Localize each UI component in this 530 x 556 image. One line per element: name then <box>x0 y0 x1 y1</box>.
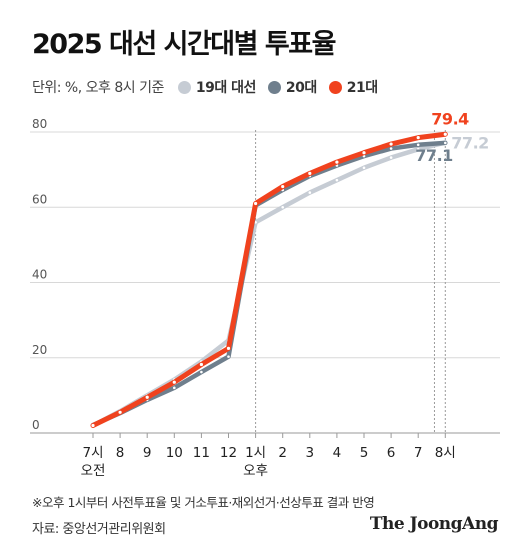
data-point-2-11 <box>389 142 393 146</box>
end-value-label-2: 77.1 <box>415 146 453 165</box>
data-point-0-7 <box>281 205 285 209</box>
data-point-1-13 <box>444 141 447 145</box>
y-tick-label-40: 40 <box>32 268 47 282</box>
x-tick-label-10: 5 <box>360 445 369 461</box>
x-tick-label-0: 7시 <box>82 445 103 461</box>
data-point-2-2 <box>145 395 149 399</box>
x-tick-label-12: 7 <box>414 445 423 461</box>
legend-label-21: 21대 <box>346 80 378 96</box>
data-point-1-3 <box>173 386 176 390</box>
data-point-2-10 <box>362 151 366 155</box>
data-point-2-4 <box>199 362 203 367</box>
data-point-0-8 <box>308 191 312 194</box>
x-tick-label-6: 1시 <box>245 445 266 461</box>
x-tick-label-7: 2 <box>278 445 287 461</box>
series-line-1 <box>90 140 448 428</box>
data-point-0-12 <box>416 148 420 151</box>
end-value-label-1: 77.2 <box>451 134 488 153</box>
x-tick-label-4: 11 <box>193 445 210 461</box>
y-tick-label-60: 60 <box>32 192 47 206</box>
legend-dot-19 <box>177 80 191 94</box>
data-point-2-5 <box>226 346 231 350</box>
legend-item-20: 20대 <box>267 77 317 97</box>
data-point-2-6 <box>254 201 258 206</box>
footnote: ※오후 1시부터 사전투표율 및 거소투표·재외선거·선상투표 결과 반영 <box>32 495 375 510</box>
data-point-2-12 <box>416 136 420 140</box>
x-tick-label-9: 4 <box>333 445 342 461</box>
data-point-2-1 <box>118 410 122 414</box>
legend-label-20: 20대 <box>285 80 317 96</box>
x-sublabel-6: 오후 <box>243 463 268 479</box>
x-tick-label-2: 9 <box>143 445 152 461</box>
legend-item-21: 21대 <box>328 77 378 97</box>
legend: 단위: %, 오후 8시 기준 19대 대선 20대 21대 <box>32 76 390 98</box>
data-point-0-11 <box>389 156 393 159</box>
legend-dot-20 <box>267 80 281 94</box>
x-tick-label-3: 10 <box>166 445 183 461</box>
x-sublabel-0: 오전 <box>81 463 106 479</box>
series-line-2 <box>90 131 448 428</box>
x-tick-label-1: 8 <box>116 445 125 461</box>
data-point-1-11 <box>389 147 393 150</box>
x-tick-label-13: 8시 <box>435 445 456 461</box>
data-point-2-0 <box>91 423 95 428</box>
series-line-0 <box>90 140 448 428</box>
legend-dot-21 <box>328 80 342 94</box>
legend-label-19: 19대 대선 <box>195 80 257 96</box>
unit-note: 단위: %, 오후 8시 기준 <box>32 80 164 96</box>
data-point-2-9 <box>335 160 339 164</box>
data-point-2-8 <box>308 171 312 175</box>
x-tick-label-8: 3 <box>306 445 315 461</box>
chart-title: 2025 대선 시간대별 투표율 <box>32 29 336 60</box>
data-point-2-13 <box>443 132 447 136</box>
data-point-2-7 <box>281 184 285 189</box>
brand-logo: The JoongAng <box>369 514 499 534</box>
y-tick-label-80: 80 <box>32 117 47 131</box>
data-point-1-12 <box>416 143 420 147</box>
legend-item-19: 19대 대선 <box>177 77 257 97</box>
source-note: 자료: 중앙선거관리위원회 <box>32 522 166 537</box>
data-point-1-5 <box>227 355 230 358</box>
data-point-2-3 <box>172 380 176 384</box>
y-tick-label-0: 0 <box>32 418 40 432</box>
y-tick-label-20: 20 <box>32 343 47 357</box>
x-tick-label-11: 6 <box>387 445 396 461</box>
end-value-label-0: 79.4 <box>431 109 469 128</box>
x-tick-label-5: 12 <box>220 445 237 461</box>
data-point-1-4 <box>200 370 203 374</box>
data-point-0-9 <box>335 178 339 182</box>
data-point-0-10 <box>362 166 366 170</box>
